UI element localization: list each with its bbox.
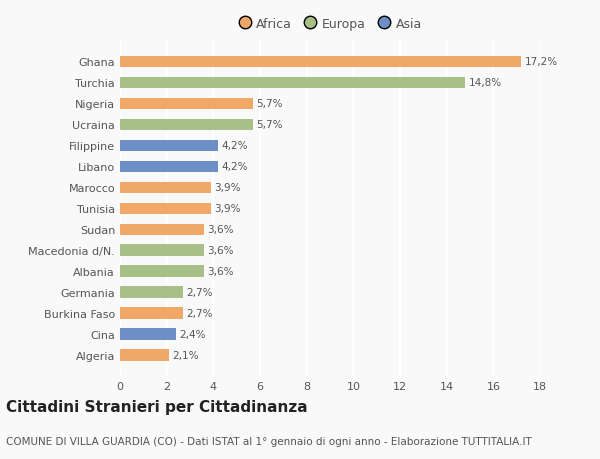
Bar — [120, 287, 183, 298]
Bar — [120, 329, 176, 340]
Bar — [120, 224, 204, 235]
Bar — [120, 119, 253, 131]
Text: 5,7%: 5,7% — [257, 99, 283, 109]
Text: 14,8%: 14,8% — [469, 78, 502, 88]
Text: 2,7%: 2,7% — [187, 308, 213, 319]
Bar — [120, 161, 218, 173]
Text: 4,2%: 4,2% — [221, 162, 248, 172]
Text: 17,2%: 17,2% — [525, 57, 558, 67]
Bar — [120, 203, 211, 215]
Text: 3,9%: 3,9% — [215, 204, 241, 214]
Text: 3,6%: 3,6% — [208, 267, 234, 277]
Text: 2,1%: 2,1% — [173, 350, 199, 360]
Text: COMUNE DI VILLA GUARDIA (CO) - Dati ISTAT al 1° gennaio di ogni anno - Elaborazi: COMUNE DI VILLA GUARDIA (CO) - Dati ISTA… — [6, 436, 532, 446]
Legend: Africa, Europa, Asia: Africa, Europa, Asia — [235, 14, 425, 34]
Bar — [120, 98, 253, 110]
Bar — [120, 56, 521, 68]
Bar — [120, 140, 218, 152]
Bar — [120, 266, 204, 277]
Bar — [120, 308, 183, 319]
Text: 2,4%: 2,4% — [179, 330, 206, 340]
Bar — [120, 245, 204, 257]
Text: Cittadini Stranieri per Cittadinanza: Cittadini Stranieri per Cittadinanza — [6, 399, 308, 414]
Text: 2,7%: 2,7% — [187, 288, 213, 297]
Text: 4,2%: 4,2% — [221, 141, 248, 151]
Text: 3,9%: 3,9% — [215, 183, 241, 193]
Text: 5,7%: 5,7% — [257, 120, 283, 130]
Bar — [120, 78, 466, 89]
Bar — [120, 350, 169, 361]
Bar — [120, 182, 211, 194]
Text: 3,6%: 3,6% — [208, 225, 234, 235]
Text: 3,6%: 3,6% — [208, 246, 234, 256]
